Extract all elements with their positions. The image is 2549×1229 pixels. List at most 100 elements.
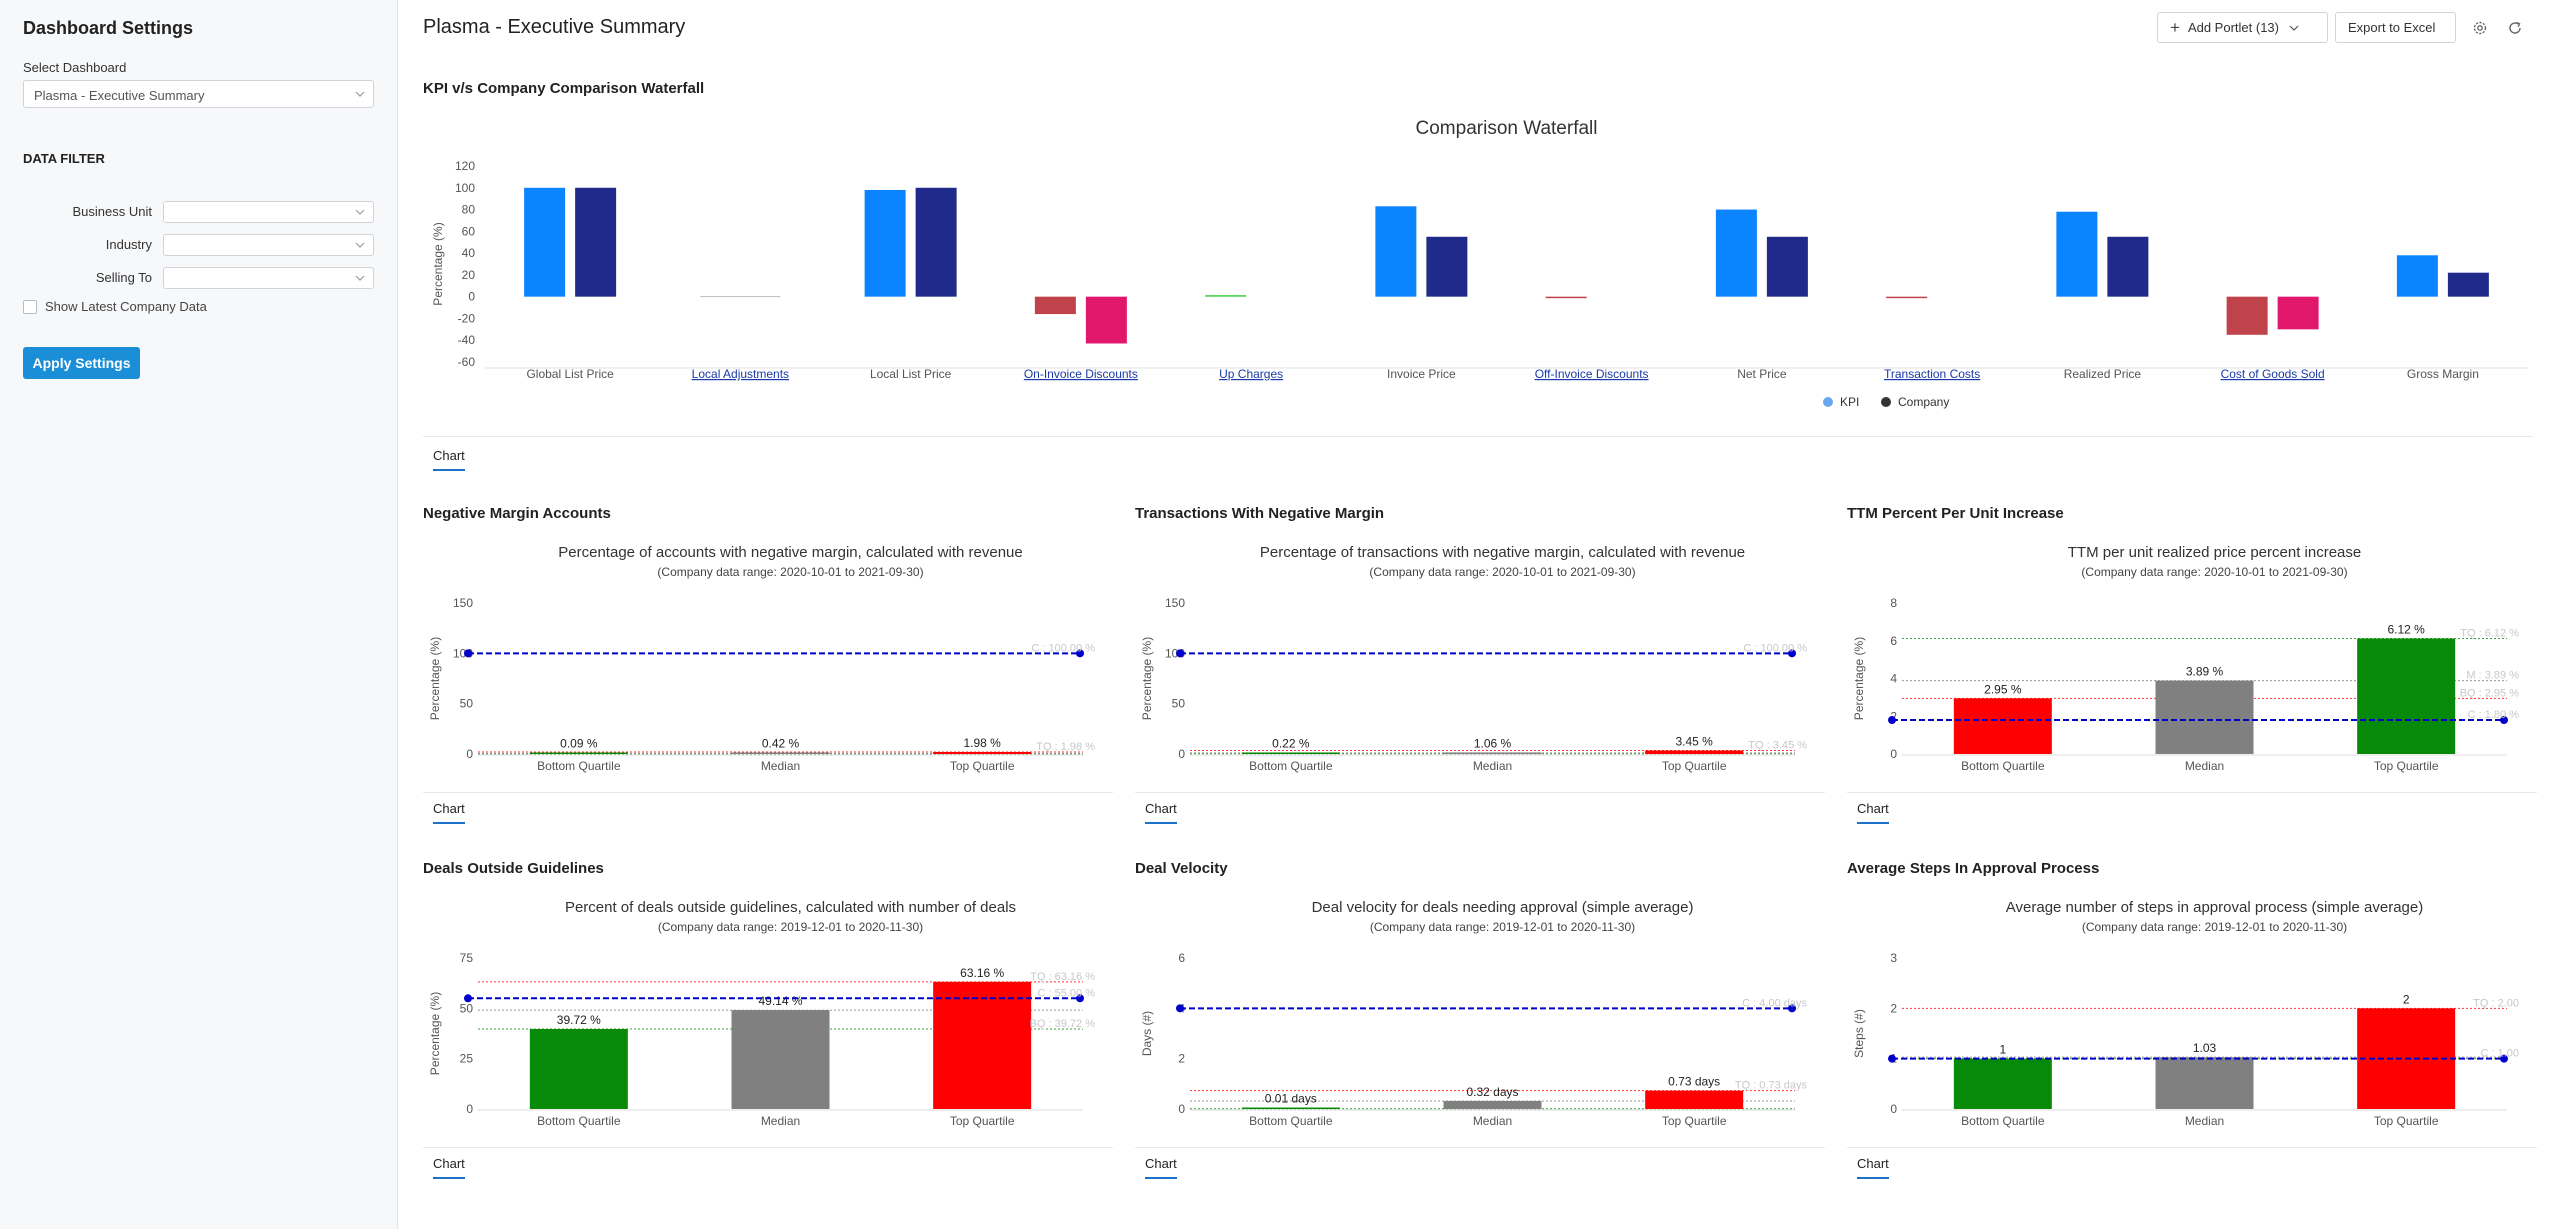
y-tick-label: 2: [1178, 1052, 1185, 1066]
tq-value-label: TQ : 3.45 %: [1748, 740, 1807, 752]
legend-kpi-label: KPI: [1840, 395, 1859, 409]
comparison-waterfall-chart: Comparison Waterfall Percentage (%) 120 100…: [431, 118, 2528, 409]
bar-value-label: 1: [1999, 1043, 2006, 1057]
bar-value-label: 1.03: [2193, 1041, 2217, 1055]
quartile-bar: [2155, 680, 2254, 754]
quartile-bar: [1645, 1090, 1744, 1109]
chevron-down-icon: [355, 209, 365, 215]
selling-to-select[interactable]: [163, 267, 374, 289]
industry-label: Industry: [105, 237, 152, 252]
chevron-down-icon: [355, 275, 365, 281]
page-title: Plasma - Executive Summary: [423, 16, 686, 38]
y-axis-label: Percentage (%): [428, 637, 442, 720]
waterfall-category-link: Transaction Costs: [1884, 367, 1980, 381]
bar-value-label: 6.12 %: [2387, 622, 2425, 636]
waterfall-y-tick-label: 60: [462, 224, 476, 238]
selling-to-label: Selling To: [95, 270, 152, 285]
portlet-divider: [1847, 792, 2537, 793]
y-tick-label: 0: [1890, 1102, 1897, 1116]
portlet-divider: [1847, 1147, 2537, 1148]
x-category-label: Top Quartile: [1662, 759, 1727, 773]
transactions-negative-margin-title: Transactions With Negative Margin: [1135, 505, 1385, 522]
tq-value-label: TQ : 0.73 days: [1735, 1080, 1808, 1092]
waterfall-category-link: Off-Invoice Discounts: [1535, 367, 1649, 381]
company-line-marker: [1076, 649, 1084, 658]
company-line-marker: [1176, 649, 1184, 658]
portlet-divider: [1135, 1147, 1825, 1148]
deal-velocity-title: Deal Velocity: [1135, 860, 1228, 877]
company-line-marker: [1788, 649, 1796, 658]
bar-value-label: 1.06 %: [1474, 737, 1512, 751]
waterfall-chart-tab[interactable]: Chart: [433, 448, 465, 471]
x-category-label: Median: [2185, 759, 2224, 773]
x-category-label: Top Quartile: [2374, 1114, 2439, 1128]
y-axis-label: Percentage (%): [1140, 637, 1154, 720]
waterfall-kpi-bar: [1545, 296, 1587, 299]
legend-company-marker: [1881, 397, 1891, 407]
business-unit-select[interactable]: [163, 201, 374, 223]
chevron-down-icon: [355, 91, 365, 97]
x-category-label: Bottom Quartile: [1249, 1114, 1333, 1128]
waterfall-company-bar: [2447, 272, 2489, 297]
waterfall-kpi-bar: [864, 189, 906, 297]
negative-margin-accounts-title: Negative Margin Accounts: [423, 505, 611, 522]
quartile-bar: [2357, 638, 2456, 754]
x-category-label: Top Quartile: [950, 1114, 1015, 1128]
bar-value-label: 2.95 %: [1984, 682, 2022, 696]
chart-title: Percentage of accounts with negative mar…: [558, 544, 1022, 561]
waterfall-kpi-bar: [1205, 295, 1247, 297]
company-value-label: C : 1.80 %: [2468, 709, 2520, 721]
waterfall-category-link: Local Adjustments: [692, 367, 789, 381]
show-latest-company-data-checkbox[interactable]: [23, 299, 37, 314]
deals-outside-guidelines-chart-tab[interactable]: Chart: [433, 1156, 465, 1179]
dashboard-select[interactable]: Plasma - Executive Summary: [23, 80, 374, 108]
waterfall-category-label: Net Price: [1737, 367, 1787, 381]
negative-margin-accounts-chart-tab[interactable]: Chart: [433, 801, 465, 824]
show-latest-company-data-label: Show Latest Company Data: [45, 299, 207, 314]
gear-icon[interactable]: [2471, 19, 2489, 37]
y-tick-label: 25: [460, 1052, 474, 1066]
x-category-label: Top Quartile: [2374, 759, 2439, 773]
apply-settings-button[interactable]: Apply Settings: [23, 347, 140, 379]
ttm-percent-increase-chart-tab[interactable]: Chart: [1857, 801, 1889, 824]
y-tick-label: 6: [1890, 634, 1897, 648]
deal-velocity-chart-tab[interactable]: Chart: [1145, 1156, 1177, 1179]
x-category-label: Bottom Quartile: [537, 759, 621, 773]
quartile-bar: [933, 981, 1032, 1109]
industry-select[interactable]: [163, 234, 374, 256]
transactions-negative-margin-chart-tab[interactable]: Chart: [1145, 801, 1177, 824]
company-value-label: C : 100.00 %: [1743, 642, 1807, 654]
company-value-label: C : 4.00 days: [1742, 997, 1807, 1009]
export-to-excel-button[interactable]: Export to Excel: [2335, 12, 2456, 43]
select-dashboard-label: Select Dashboard: [23, 60, 127, 75]
chart-title: Average number of steps in approval proc…: [2006, 899, 2423, 916]
portlet-divider: [423, 1147, 1113, 1148]
y-tick-label: 0: [1178, 1102, 1185, 1116]
sidebar-title: Dashboard Settings: [23, 18, 194, 38]
waterfall-category-link: Up Charges: [1219, 367, 1283, 381]
y-tick-label: 75: [460, 951, 474, 965]
waterfall-company-bar: [575, 187, 617, 297]
x-category-label: Median: [1473, 1114, 1512, 1128]
dashboard-select-value: Plasma - Executive Summary: [34, 88, 205, 103]
chart-subtitle: (Company data range: 2020-10-01 to 2021-…: [1369, 565, 1635, 579]
bar-value-label: 1.98 %: [963, 736, 1001, 750]
legend-kpi-marker: [1823, 397, 1833, 407]
y-axis-label: Percentage (%): [1852, 637, 1866, 720]
waterfall-kpi-bar: [1034, 296, 1076, 315]
waterfall-kpi-bar: [1886, 296, 1928, 299]
average-steps-approval-chart-tab[interactable]: Chart: [1857, 1156, 1889, 1179]
show-latest-company-data-row[interactable]: Show Latest Company Data: [23, 299, 207, 314]
y-tick-label: 0: [466, 1102, 473, 1116]
company-value-label: C : 1.00: [2480, 1048, 2519, 1060]
refresh-icon[interactable]: [2506, 19, 2524, 37]
m-value-label: M : 3.89 %: [2466, 670, 2519, 682]
add-portlet-button[interactable]: + Add Portlet (13): [2157, 12, 2328, 43]
bq-value-label: BQ : 2.95 %: [2460, 687, 2520, 699]
quartile-bar: [1241, 752, 1340, 754]
waterfall-y-tick-label: 0: [468, 290, 475, 304]
portlet-divider: [423, 792, 1113, 793]
y-tick-label: 2: [1890, 1001, 1897, 1015]
waterfall-kpi-bar: [2396, 255, 2438, 297]
waterfall-kpi-bar: [1375, 206, 1417, 297]
